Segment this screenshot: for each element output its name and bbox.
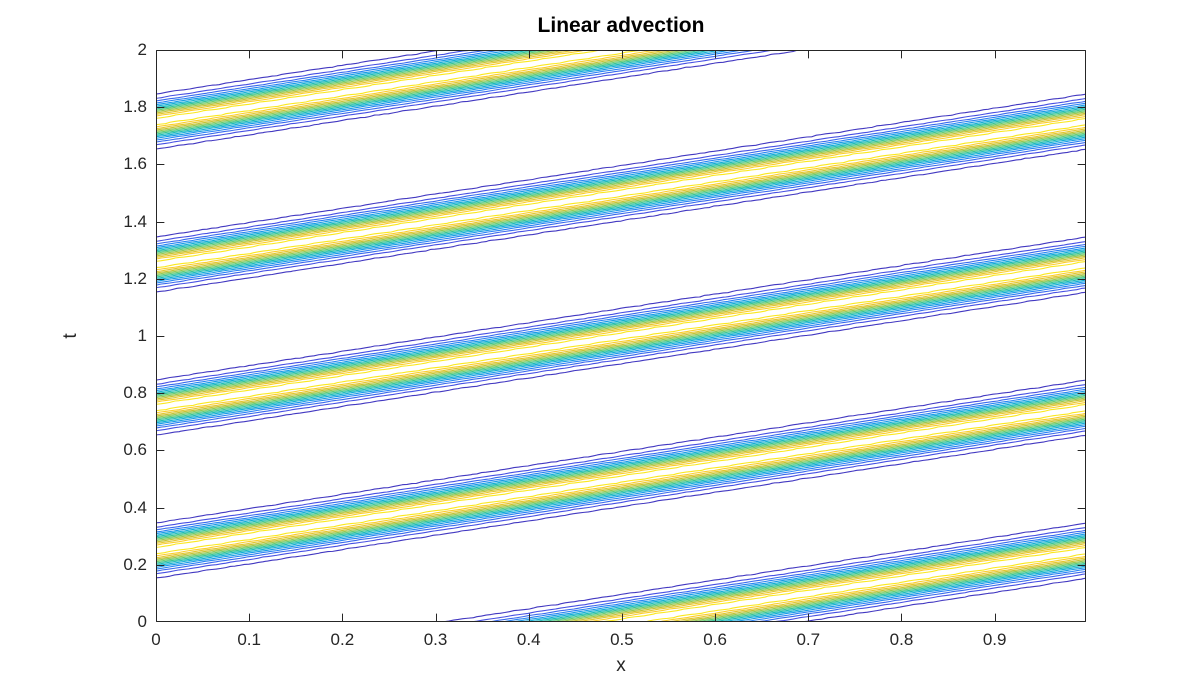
x-tick-label: 0.2 xyxy=(330,630,355,649)
x-tick-label: 0.4 xyxy=(516,630,541,649)
y-tick-label: 0 xyxy=(137,612,147,631)
y-tick-label: 0.4 xyxy=(123,497,147,517)
contour-canvas xyxy=(156,50,1086,622)
x-tick-label: 0.3 xyxy=(423,630,448,649)
x-tick-label: 0.5 xyxy=(610,630,634,649)
x-axis-label: x xyxy=(616,655,626,676)
y-tick-label: 1 xyxy=(137,326,147,345)
y-tick-label: 0.6 xyxy=(123,440,147,460)
x-tick-label: 0 xyxy=(151,630,161,649)
x-tick-label: 0.8 xyxy=(889,630,914,649)
y-tick-label: 0.8 xyxy=(123,383,147,403)
y-tick-label: 1.4 xyxy=(123,211,147,231)
y-tick-label: 2 xyxy=(137,40,147,59)
y-tick-label: 0.2 xyxy=(123,554,147,574)
x-tick-label: 0.6 xyxy=(703,630,727,649)
x-tick-label: 0.1 xyxy=(237,630,261,649)
y-tick-label: 1.2 xyxy=(123,268,147,288)
y-tick-label: 1.8 xyxy=(123,97,147,117)
y-tick-label: 1.6 xyxy=(123,154,147,174)
chart-title: Linear advection xyxy=(537,14,705,37)
x-tick-label: 0.9 xyxy=(982,630,1007,649)
x-tick-label: 0.7 xyxy=(796,630,821,649)
plot-area xyxy=(156,50,1086,622)
